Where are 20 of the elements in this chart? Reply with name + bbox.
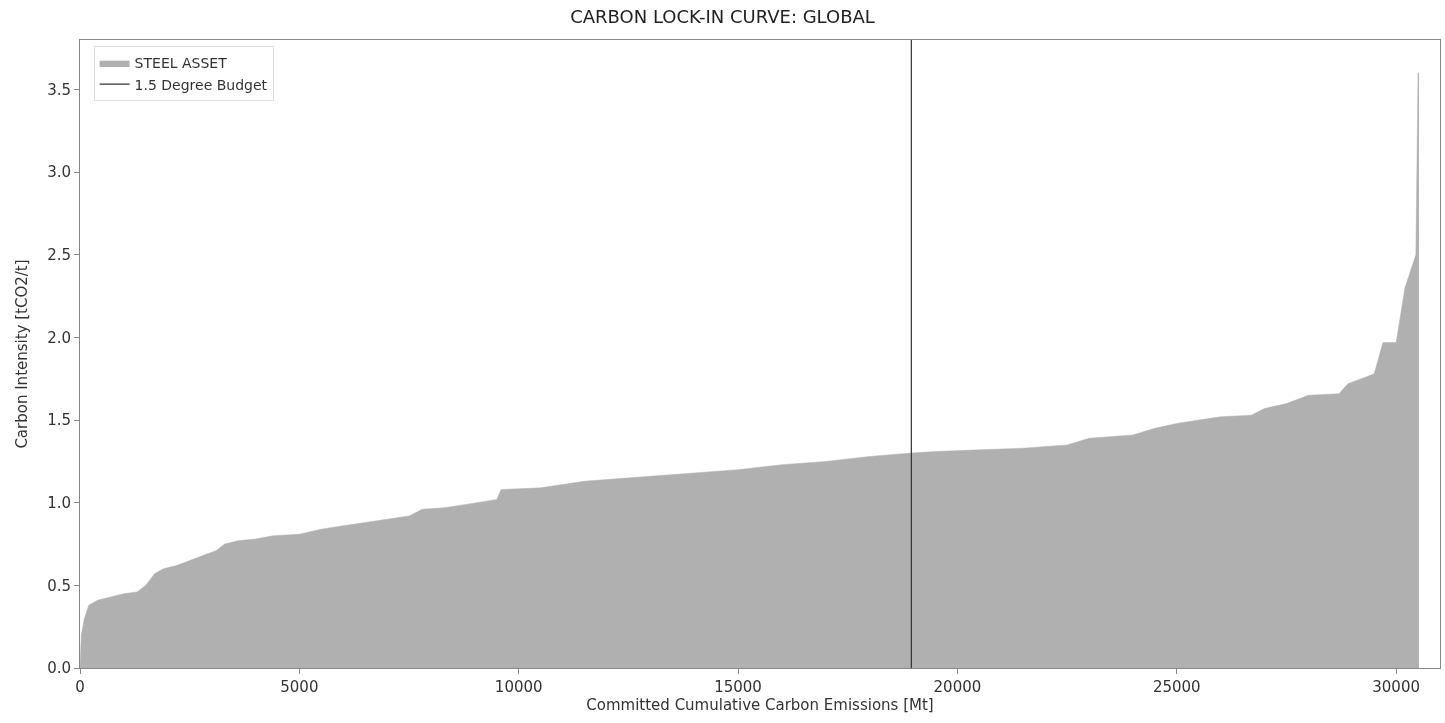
y-tick-label: 2.0 <box>47 328 71 347</box>
legend-label: STEEL ASSET <box>134 55 228 72</box>
y-tick-label: 3.5 <box>47 80 71 99</box>
x-tick-label: 30000 <box>1372 678 1420 696</box>
y-tick-label: 1.0 <box>47 493 71 512</box>
x-tick-label: 20000 <box>933 678 982 696</box>
x-tick-label: 5000 <box>280 678 319 696</box>
y-axis-title: Carbon Intensity [tCO2/t] <box>13 259 32 449</box>
x-tick-label: 0 <box>75 678 85 696</box>
y-tick-label: 0.5 <box>47 576 71 595</box>
y-tick-label: 0.0 <box>47 659 71 678</box>
y-tick-label: 3.0 <box>47 163 71 182</box>
y-tick-label: 2.5 <box>47 246 71 265</box>
chart-title: CARBON LOCK-IN CURVE: GLOBAL <box>570 6 875 28</box>
x-axis-title: Committed Cumulative Carbon Emissions [Mt] <box>586 696 934 714</box>
y-tick-label: 1.5 <box>47 411 71 430</box>
x-tick-label: 10000 <box>494 678 543 696</box>
ref-line-label: 1.5 Degree Budget <box>134 76 268 93</box>
x-tick-label: 25000 <box>1152 678 1201 696</box>
x-tick-label: 15000 <box>714 678 762 696</box>
